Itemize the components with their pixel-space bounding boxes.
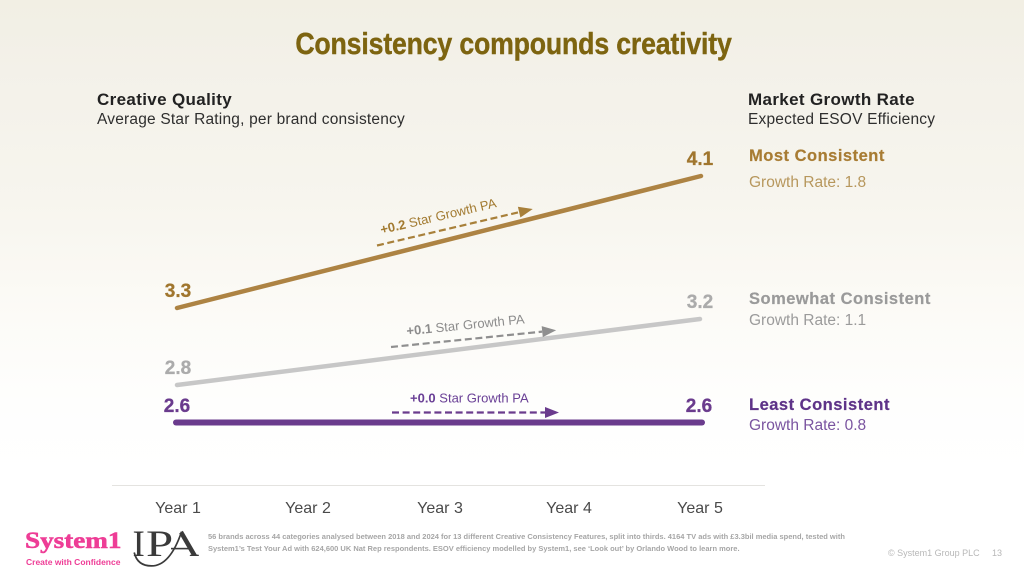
svg-text:+0.0 Star Growth PA: +0.0 Star Growth PA [410, 391, 529, 406]
svg-text:P: P [146, 526, 173, 565]
svg-text:I: I [133, 526, 145, 565]
